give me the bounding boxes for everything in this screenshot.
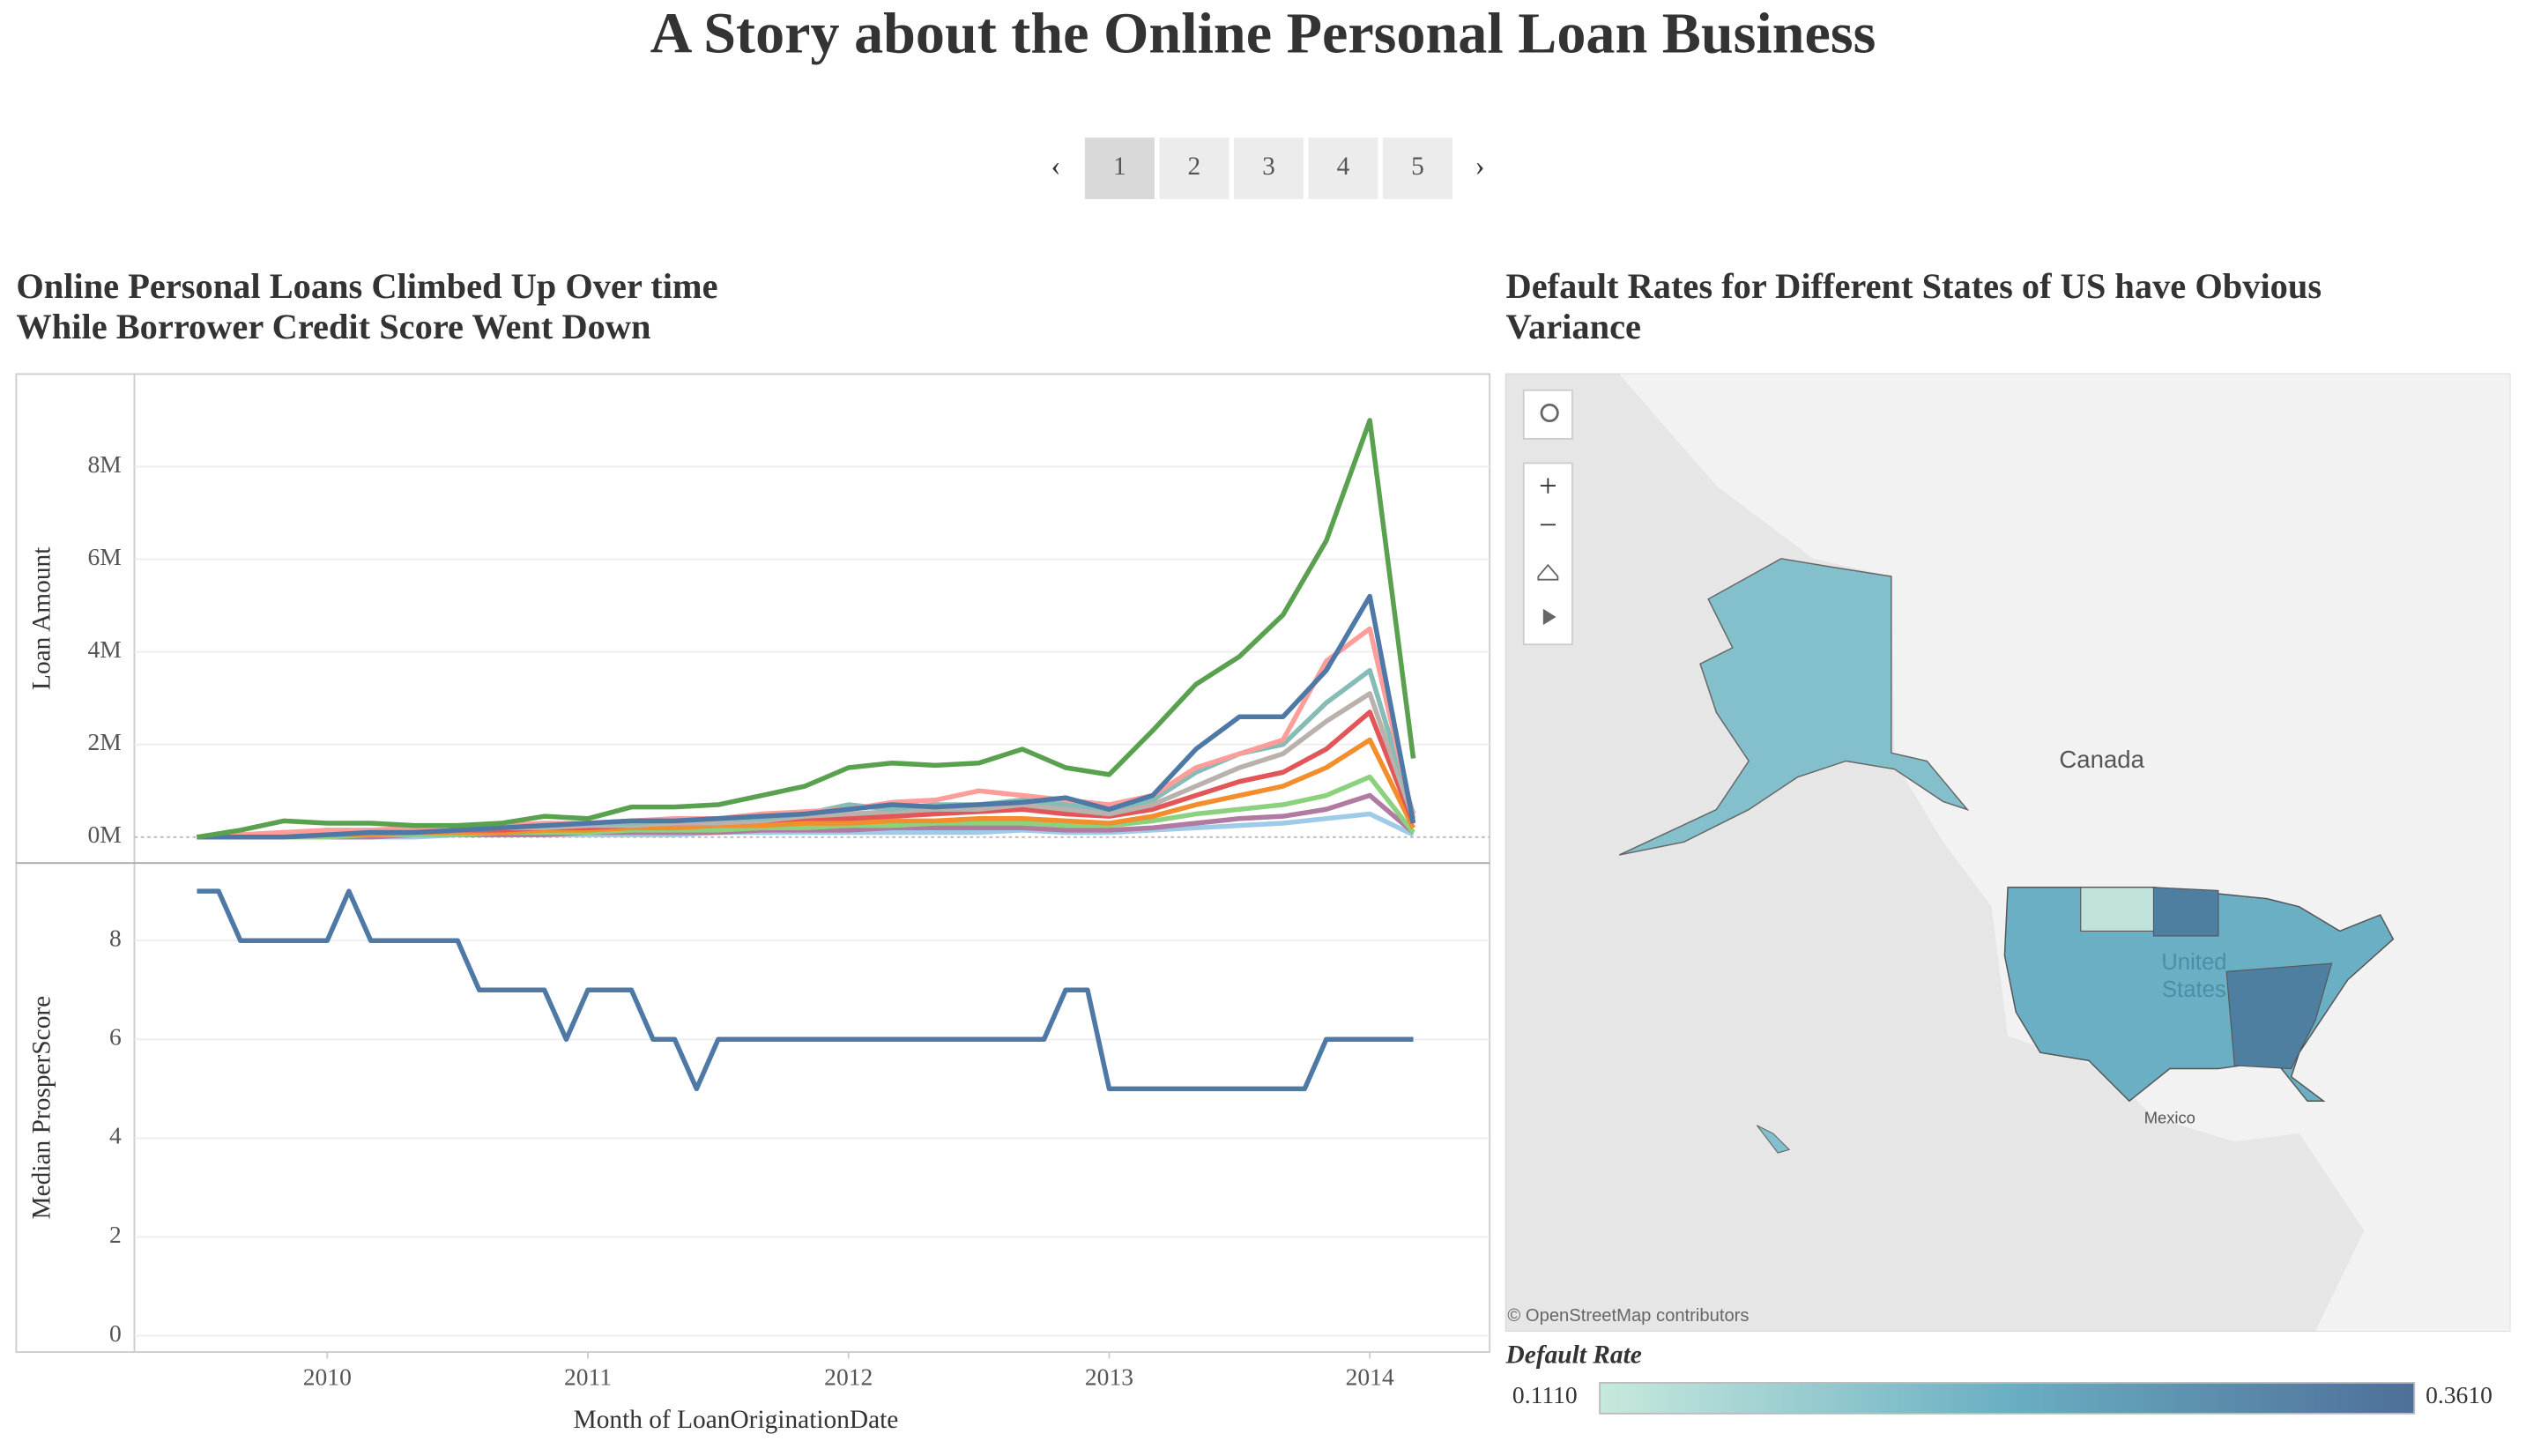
pan-button[interactable] — [1542, 608, 1556, 626]
y-tick-label: 2M — [88, 728, 122, 755]
y-tick-label: 4 — [109, 1122, 122, 1149]
panel-title: While Borrower Credit Score Went Down — [16, 307, 650, 346]
montana — [2080, 887, 2154, 932]
x-axis-title: Month of LoanOriginationDate — [574, 1406, 899, 1434]
next-arrow[interactable]: › — [1475, 151, 1485, 182]
y-tick-label: 8 — [109, 925, 122, 952]
page-label: 3 — [1262, 152, 1275, 181]
y-tick-label: 4M — [88, 635, 122, 663]
map-label: United — [2161, 950, 2226, 975]
series-line — [197, 888, 1414, 1092]
x-tick-label: 2010 — [303, 1363, 352, 1391]
y-tick-label: 8M — [88, 450, 122, 478]
x-tick-label: 2011 — [564, 1363, 612, 1391]
y-tick-label: 6 — [109, 1023, 122, 1051]
y-axis-title: Loan Amount — [27, 547, 56, 690]
story-title: A Story about the Online Personal Loan B… — [650, 1, 1876, 65]
page-button[interactable] — [1233, 137, 1304, 199]
hawaii — [1756, 1125, 1791, 1154]
map-label: Canada — [2059, 746, 2144, 773]
panel-title: Variance — [1506, 307, 1641, 346]
zoom-out[interactable]: − — [1539, 506, 1557, 542]
dakota-states — [2152, 887, 2219, 937]
search-icon — [1540, 403, 1559, 423]
page-button[interactable] — [1308, 137, 1378, 199]
page-label: 2 — [1188, 152, 1201, 181]
x-tick-label: 2012 — [824, 1363, 873, 1391]
page-label: 4 — [1337, 152, 1350, 181]
alaska — [1618, 558, 1970, 856]
pagination: ‹ › 1 2 3 4 5 — [1051, 137, 1485, 199]
y-tick-label: 0 — [109, 1319, 122, 1347]
panel-title: Online Personal Loans Climbed Up Over ti… — [16, 266, 717, 306]
map: + − — [1504, 373, 2511, 1333]
zoom-controls — [1522, 462, 1573, 646]
y-tick-label: 0M — [88, 821, 122, 848]
land — [1619, 374, 2510, 1332]
color-ramp — [1599, 1382, 2416, 1415]
legend-max: 0.3610 — [2426, 1381, 2493, 1408]
zoom-in[interactable]: + — [1539, 467, 1557, 503]
y-axis-title: Median ProsperScore — [27, 996, 56, 1220]
y-tick-label: 6M — [88, 543, 122, 570]
page-button[interactable] — [1159, 137, 1230, 199]
legend-min: 0.1110 — [1512, 1381, 1578, 1408]
x-tick-label: 2013 — [1085, 1363, 1133, 1391]
page-button[interactable] — [1084, 137, 1155, 199]
page-label: 1 — [1113, 152, 1126, 181]
series-line — [197, 418, 1416, 840]
page-label: 5 — [1411, 152, 1424, 181]
attribution: © OpenStreetMap contributors — [1507, 1306, 1749, 1326]
map-label: States — [2162, 977, 2226, 1002]
x-tick-label: 2014 — [1346, 1363, 1394, 1391]
prev-arrow[interactable]: ‹ — [1051, 151, 1060, 182]
page-button[interactable] — [1382, 137, 1452, 199]
y-tick-label: 2 — [109, 1221, 122, 1248]
map-label: Mexico — [2144, 1108, 2195, 1126]
southeast-states — [2225, 962, 2333, 1070]
legend-title: Default Rate — [1505, 1341, 1642, 1369]
series-line — [197, 593, 1416, 840]
home-button[interactable] — [1537, 563, 1559, 581]
search-button[interactable] — [1522, 389, 1573, 440]
panel-title: Default Rates for Different States of US… — [1506, 266, 2322, 306]
